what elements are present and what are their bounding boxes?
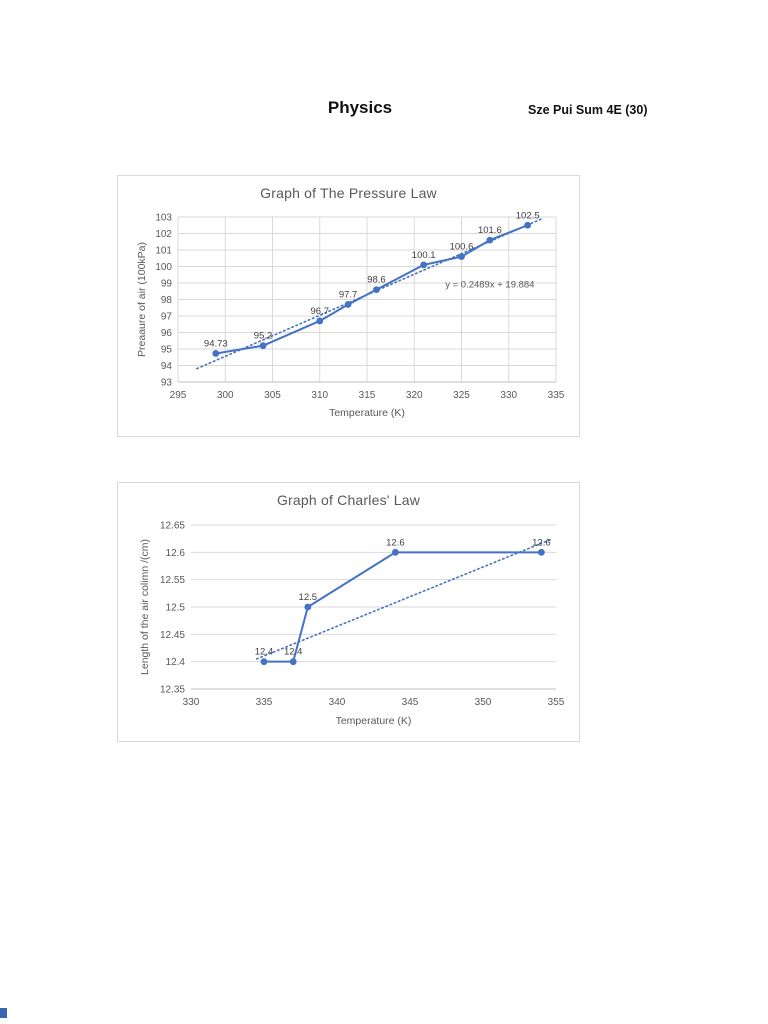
- y-tick-label: 102: [155, 229, 172, 240]
- x-axis-title: Temperature (K): [329, 407, 405, 419]
- y-tick-label: 101: [155, 246, 172, 257]
- x-tick-label: 295: [170, 390, 187, 401]
- y-tick-label: 12.35: [160, 685, 185, 696]
- data-point: [304, 603, 312, 611]
- y-tick-label: 12.5: [166, 603, 186, 614]
- y-tick-label: 12.55: [160, 575, 185, 586]
- x-tick-label: 335: [548, 390, 565, 401]
- data-label: 96.7: [311, 306, 330, 317]
- y-tick-label: 99: [161, 279, 173, 290]
- x-tick-label: 350: [475, 697, 492, 708]
- x-tick-label: 320: [406, 390, 423, 401]
- data-label: 100.1: [412, 250, 436, 261]
- data-label: 102.5: [516, 210, 540, 221]
- data-point: [260, 658, 268, 666]
- trendline: [196, 218, 543, 370]
- data-point: [486, 236, 494, 244]
- data-label: 12.5: [299, 592, 318, 603]
- y-axis-title: Preaaure of air (100kPa): [136, 242, 148, 357]
- data-label: 100.6: [450, 242, 474, 253]
- y-tick-label: 103: [155, 213, 172, 224]
- x-tick-label: 300: [217, 390, 234, 401]
- data-point: [538, 548, 545, 556]
- pressure-law-plot-area: 93 94 95 96 97 98 99 100 101 102 103 295 300 305 310 31…: [136, 210, 565, 419]
- charles-law-chart-title: Graph of Charles' Law: [276, 492, 421, 508]
- x-tick-label: 325: [453, 390, 470, 401]
- y-tick-label: 12.4: [166, 657, 186, 668]
- page-title: Physics: [327, 98, 393, 117]
- page-corner-artifact: [0, 1008, 7, 1018]
- data-label: 101.6: [478, 225, 502, 236]
- pressure-law-chart: Graph of The Pressure Law 93 94 95 96 97 98 99…: [117, 175, 580, 437]
- data-point: [289, 658, 297, 666]
- y-tick-label: 12.65: [160, 521, 185, 532]
- data-point: [458, 253, 465, 260]
- data-point: [316, 317, 324, 325]
- x-tick-label: 330: [183, 697, 200, 708]
- y-axis-title: Length of the air colimn /(cm): [139, 539, 151, 675]
- x-tick-label: 310: [311, 390, 328, 401]
- data-point: [420, 261, 428, 269]
- data-label: 97.7: [339, 289, 358, 300]
- charles-law-plot-area: 12.35 12.4 12.45 12.5 12.55 12.6 12.65 330 335 34…: [139, 521, 565, 728]
- data-label: 95.2: [254, 331, 272, 342]
- y-tick-label: 12.6: [166, 548, 186, 559]
- y-tick-label: 97: [161, 312, 173, 323]
- y-tick-label: 95: [161, 345, 173, 356]
- y-tick-label: 98: [161, 295, 173, 306]
- author-name: Sze Pui Sum 4E (30): [528, 103, 648, 117]
- data-point: [212, 350, 220, 357]
- trendline-equation: y = 0.2489x + 19.884: [445, 280, 534, 291]
- data-label: 12.4: [284, 647, 303, 658]
- charles-law-chart: Graph of Charles' Law 12.35 12.4 12.45 12.5…: [117, 482, 580, 742]
- data-point: [524, 221, 532, 229]
- data-point: [373, 286, 380, 293]
- data-label: 12.6: [386, 537, 405, 548]
- x-tick-label: 315: [359, 390, 376, 401]
- data-point: [344, 301, 352, 308]
- y-tick-label: 96: [161, 328, 173, 339]
- y-tick-label: 94: [161, 361, 173, 372]
- data-label: 12.6: [532, 537, 551, 548]
- trendline: [255, 538, 551, 660]
- y-tick-label: 93: [161, 378, 173, 389]
- x-tick-label: 355: [548, 697, 565, 708]
- data-label: 98.6: [367, 275, 386, 286]
- data-point: [392, 548, 399, 556]
- y-tick-label: 100: [155, 262, 172, 273]
- x-tick-label: 305: [264, 390, 281, 401]
- data-point: [259, 342, 267, 350]
- x-tick-label: 330: [500, 390, 517, 401]
- y-tick-label: 12.45: [160, 630, 185, 641]
- data-label: 94.73: [204, 338, 228, 349]
- data-label: 12.4: [255, 647, 274, 658]
- x-axis-title: Temperature (K): [336, 715, 412, 727]
- x-tick-label: 345: [402, 697, 419, 708]
- x-tick-label: 335: [256, 697, 273, 708]
- pressure-law-chart-title: Graph of The Pressure Law: [260, 185, 437, 201]
- x-tick-label: 340: [329, 697, 346, 708]
